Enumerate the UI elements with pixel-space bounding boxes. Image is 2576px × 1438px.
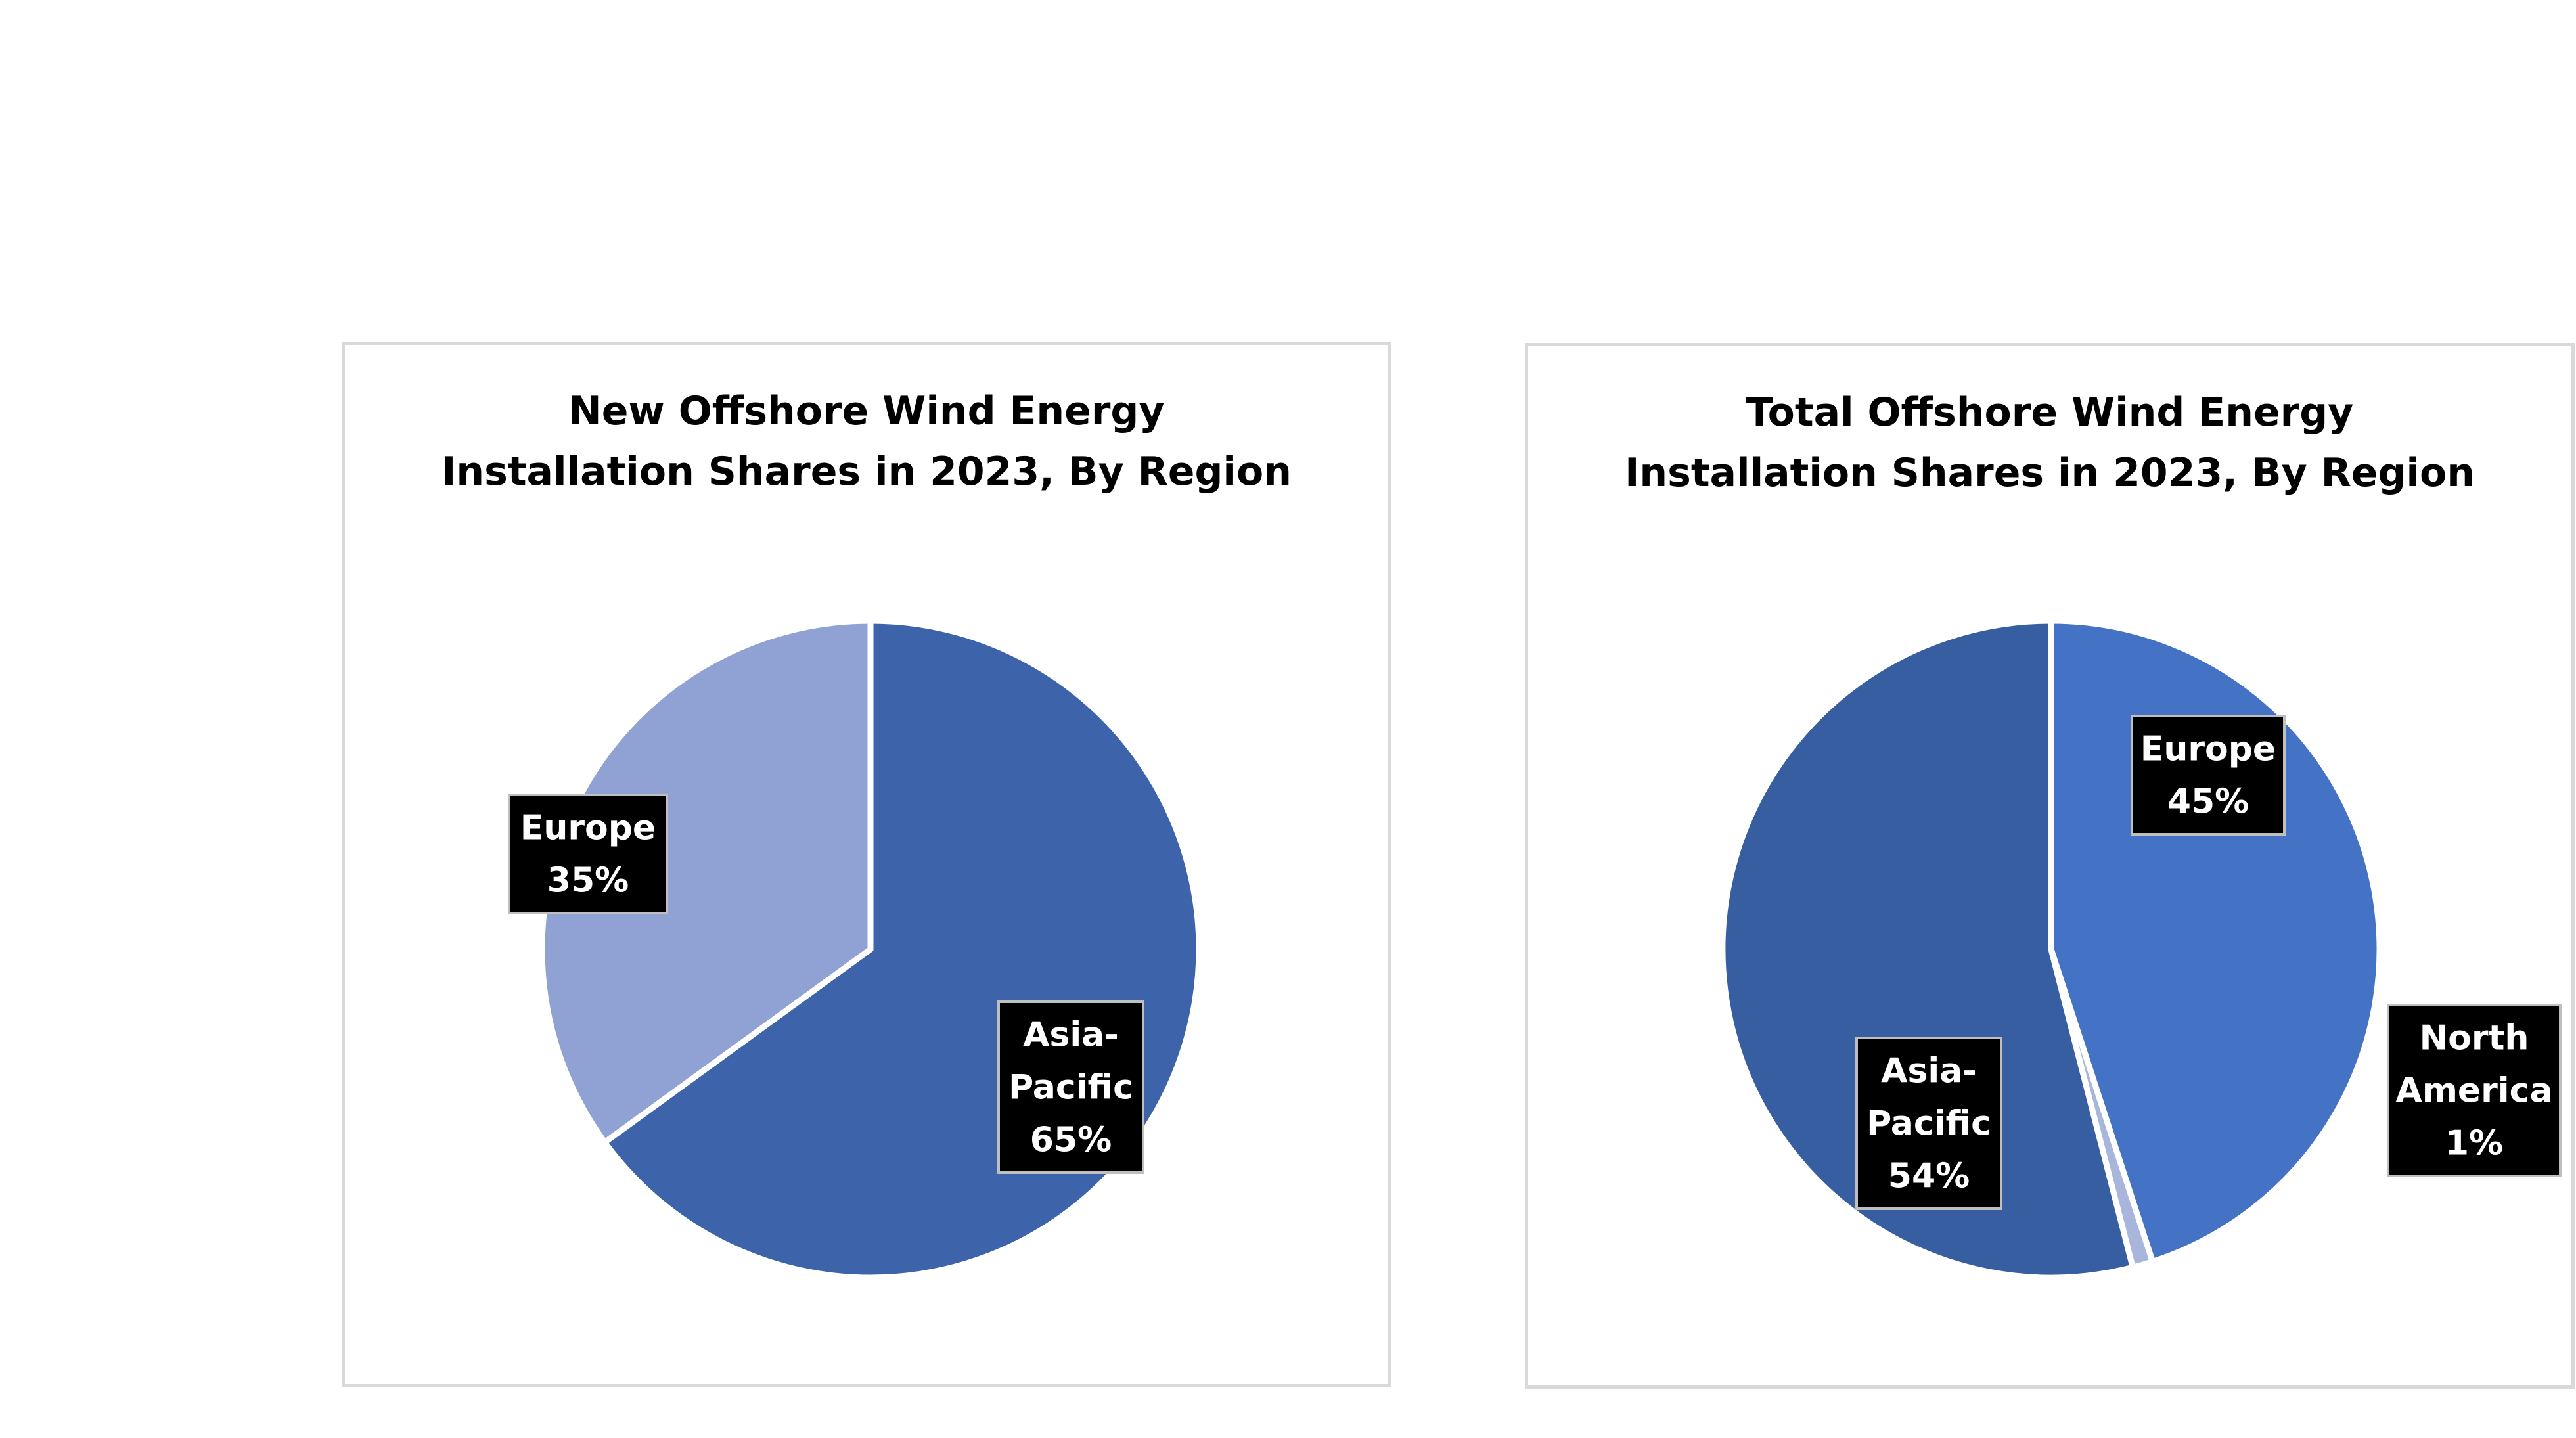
chart-title-line: Total Offshore Wind Energy <box>1746 390 2354 436</box>
chart-title-line: Installation Shares in 2023, By Region <box>1625 450 2475 496</box>
slice-label: Asia- <box>1023 1016 1119 1055</box>
data-label-box <box>997 1000 1144 1174</box>
slice-value-label: 35% <box>547 861 629 901</box>
slice-label: North <box>2420 1019 2529 1058</box>
chart-title-line: New Offshore Wind Energy <box>568 388 1165 434</box>
slice-label: Europe <box>2140 730 2276 769</box>
data-label-box <box>508 794 668 914</box>
chart-title: Total Offshore Wind Energy Installation … <box>1528 382 2571 503</box>
chart-title-line: Installation Shares in 2023, By Region <box>441 449 1292 495</box>
chart-panel-new: New Offshore Wind Energy Installation Sh… <box>342 342 1391 1387</box>
data-label: Asia- Pacific 65% <box>997 1000 1144 1174</box>
pie-chart-total: Europe 45% North America 1% Asia- Pacific 54% <box>1719 618 2562 1281</box>
slice-label: America <box>2395 1071 2552 1111</box>
data-label-box <box>1855 1037 2002 1210</box>
data-label: Asia- Pacific 54% <box>1855 1037 2002 1210</box>
slice-label: Asia- <box>1881 1052 1977 1091</box>
data-label: Europe 45% <box>2131 715 2286 836</box>
data-label: Europe 35% <box>508 794 668 914</box>
data-label-box <box>2131 715 2286 836</box>
slice-label: Pacific <box>1866 1104 1991 1144</box>
data-label: North America 1% <box>2387 1004 2562 1177</box>
slice-value-label: 1% <box>2445 1124 2503 1163</box>
chart-panel-total: Total Offshore Wind Energy Installation … <box>1525 343 2575 1389</box>
slice-value-label: 54% <box>1888 1157 1970 1196</box>
pie-slice <box>1719 618 2136 1281</box>
pie-chart-new: Asia- Pacific 65% Europe 35% <box>508 618 1202 1281</box>
data-label-box <box>2387 1004 2562 1177</box>
slice-value-label: 45% <box>2167 782 2249 822</box>
chart-title: New Offshore Wind Energy Installation Sh… <box>345 381 1388 502</box>
slice-label: Europe <box>520 809 656 848</box>
slice-value-label: 65% <box>1030 1121 1112 1160</box>
slice-label: Pacific <box>1008 1068 1133 1108</box>
